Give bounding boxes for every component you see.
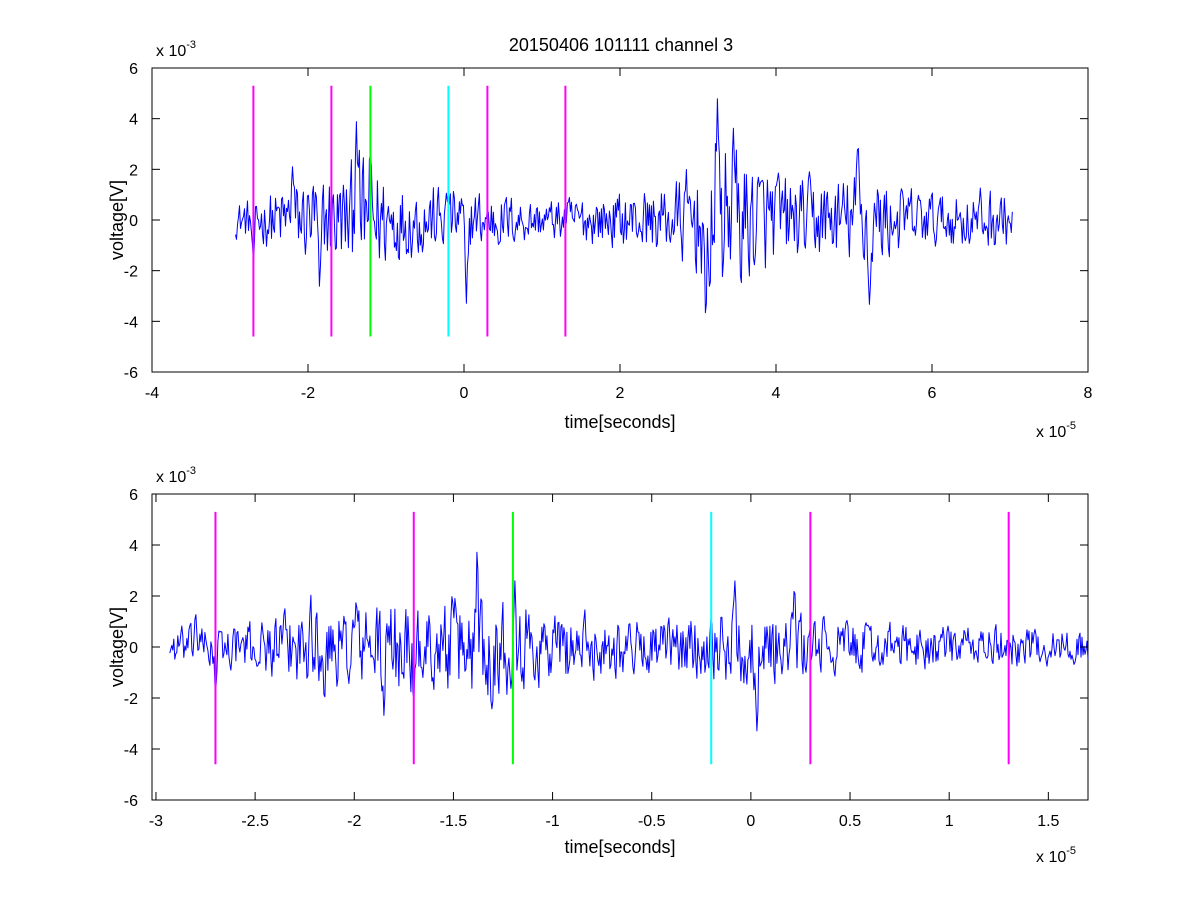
top-chart-x-tick-label: 2 [616, 385, 625, 402]
bottom-chart-signal-layer [169, 551, 1089, 732]
bottom-chart-y-axis-label: voltage[V] [107, 607, 127, 687]
bottom-chart-y-tick-label: 4 [129, 538, 138, 555]
top-chart-y-multiplier-exponent: -3 [186, 39, 196, 51]
bottom-chart-y-tick-label: -4 [124, 742, 138, 759]
top-chart-x-tick-label: -2 [301, 385, 315, 402]
bottom-chart-x-tick-label: -1.5 [440, 813, 468, 830]
bottom-chart-y-tick-label: 0 [129, 640, 138, 657]
top-chart-x-tick-label: 4 [772, 385, 781, 402]
top-chart-y-tick-label: -2 [124, 264, 138, 281]
bottom-chart-x-tick-label: 0.5 [839, 813, 861, 830]
bottom-chart-x-tick-label: -1 [545, 813, 559, 830]
bottom-chart-x-multiplier-base: x 10 [1036, 849, 1066, 866]
top-chart-x-axis-label: time[seconds] [564, 412, 675, 432]
top-chart-marker-layer [252, 85, 567, 337]
bottom-chart-x-ticks: -3 -2.5 -2 -1.5 -1 -0.5 0 0.5 1 1.5 [149, 494, 1060, 830]
bottom-chart-y-tick-label: -6 [124, 793, 138, 810]
top-chart-y-multiplier: x 10-3 [156, 39, 196, 60]
bottom-chart-x-tick-label: -2 [347, 813, 361, 830]
top-chart-x-multiplier: x 10-5 [1036, 420, 1076, 441]
bottom-chart-y-multiplier-exponent: -3 [186, 465, 196, 477]
top-chart-title: 20150406 101111 channel 3 [509, 35, 733, 55]
top-chart-y-tick-label: 6 [129, 61, 138, 78]
bottom-chart-x-tick-label: -2.5 [241, 813, 269, 830]
top-chart-x-tick-label: 8 [1084, 385, 1093, 402]
top-chart-signal-layer [235, 98, 1013, 314]
bottom-chart-x-multiplier: x 10-5 [1036, 845, 1076, 866]
top-chart-x-multiplier-exponent: -5 [1066, 420, 1076, 432]
top-chart-y-ticks: -6 -4 -2 0 2 4 6 [124, 61, 1088, 382]
bottom-chart-y-multiplier-base: x 10 [156, 469, 186, 486]
bottom-chart-x-tick-label: -3 [149, 813, 163, 830]
bottom-chart-x-tick-label: 0 [746, 813, 755, 830]
bottom-chart-x-tick-label: 1 [945, 813, 954, 830]
top-chart-y-multiplier-base: x 10 [156, 43, 186, 60]
bottom-chart-y-ticks: -6 -4 -2 0 2 4 6 [124, 487, 1088, 810]
bottom-chart-signal-line [169, 551, 1089, 732]
top-chart-y-tick-label: 4 [129, 112, 138, 129]
bottom-chart-y-tick-label: 2 [129, 589, 138, 606]
top-chart-x-multiplier-base: x 10 [1036, 424, 1066, 441]
top-chart-y-tick-label: -4 [124, 314, 138, 331]
bottom-chart: -3 -2.5 -2 -1.5 -1 -0.5 0 0.5 1 1.5 -6 -4 -2 0 2 4 6 ti… [107, 465, 1089, 866]
bottom-chart-x-axis-label: time[seconds] [564, 837, 675, 857]
top-chart-y-tick-label: -6 [124, 365, 138, 382]
bottom-chart-x-tick-label: 1.5 [1037, 813, 1059, 830]
bottom-chart-x-tick-label: -0.5 [638, 813, 666, 830]
top-chart-y-tick-label: 2 [129, 162, 138, 179]
top-chart: 20150406 101111 channel 3 -4 -2 0 2 4 6 8 -6 -4… [107, 35, 1093, 441]
top-chart-x-tick-label: 0 [460, 385, 469, 402]
top-chart-y-axis-label: voltage[V] [107, 180, 127, 260]
bottom-chart-y-tick-label: -2 [124, 691, 138, 708]
top-chart-x-ticks: -4 -2 0 2 4 6 8 [145, 68, 1093, 402]
top-chart-y-tick-label: 0 [129, 213, 138, 230]
top-chart-x-tick-label: -4 [145, 385, 159, 402]
top-chart-signal-line [235, 98, 1013, 314]
bottom-chart-y-tick-label: 6 [129, 487, 138, 504]
bottom-chart-marker-layer [214, 511, 1010, 765]
bottom-chart-x-multiplier-exponent: -5 [1066, 845, 1076, 857]
bottom-chart-y-multiplier: x 10-3 [156, 465, 196, 486]
top-chart-x-tick-label: 6 [928, 385, 937, 402]
